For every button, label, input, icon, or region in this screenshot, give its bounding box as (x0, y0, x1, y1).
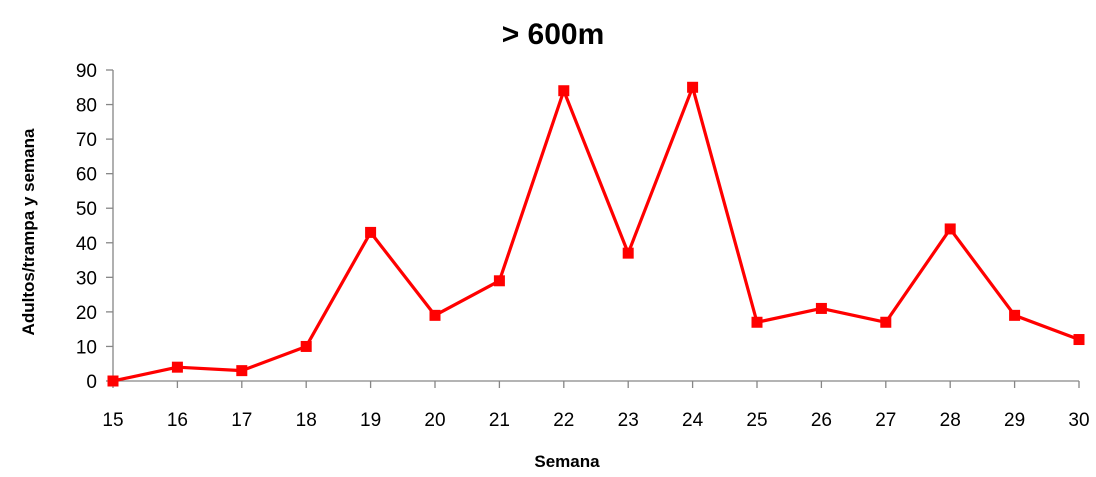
series-line (112, 85, 1080, 383)
x-tick-label: 28 (940, 410, 961, 431)
x-tick-label: 24 (682, 410, 704, 431)
x-tick-label: 15 (102, 410, 123, 431)
x-tick-label: 23 (618, 410, 639, 431)
y-tick-label: 90 (76, 61, 97, 82)
x-tick-label: 25 (746, 410, 767, 431)
x-tick-label: 26 (811, 410, 832, 431)
y-tick-label: 30 (76, 268, 97, 289)
y-tick-label: 10 (76, 337, 97, 358)
data-point (687, 81, 699, 93)
x-tick-label: 22 (553, 410, 574, 431)
x-tick-label: 29 (1004, 410, 1025, 431)
data-point (751, 316, 763, 328)
x-tick-label: 16 (167, 410, 188, 431)
x-tick-label: 18 (296, 410, 317, 431)
x-tick-label: 30 (1068, 410, 1089, 431)
data-point (171, 361, 183, 373)
data-point (880, 316, 892, 328)
plot-area (107, 81, 1085, 387)
data-point (107, 375, 119, 387)
y-tick-label: 20 (76, 303, 97, 324)
y-tick-label: 80 (76, 96, 97, 117)
y-tick-label: 50 (76, 199, 97, 220)
x-tick-label: 21 (489, 410, 510, 431)
data-point (558, 85, 570, 97)
x-tick-label: 27 (875, 410, 896, 431)
x-axis-title: Semana (534, 452, 600, 471)
data-point (493, 275, 505, 287)
data-point (622, 247, 634, 259)
data-point (944, 223, 956, 235)
data-point (429, 309, 441, 321)
data-point (236, 365, 248, 377)
y-tick-label: 40 (76, 234, 97, 255)
x-tick-label: 20 (424, 410, 445, 431)
data-point (1009, 309, 1021, 321)
x-tick-label: 17 (231, 410, 252, 431)
axes: 0 10 20 30 40 50 60 70 80 90 15 16 17 18 19 20 21 22 23 24 2… (76, 61, 1090, 431)
data-point (815, 302, 827, 314)
y-tick-label: 70 (76, 130, 97, 151)
data-point (1073, 334, 1085, 346)
y-tick-label: 60 (76, 165, 97, 186)
data-point (300, 340, 312, 352)
data-point (365, 226, 377, 238)
y-tick-label: 0 (86, 372, 97, 393)
x-tick-label: 19 (360, 410, 381, 431)
chart-title: > 600m (502, 18, 605, 51)
y-axis-title: Adultos/trampa y semana (19, 128, 38, 335)
